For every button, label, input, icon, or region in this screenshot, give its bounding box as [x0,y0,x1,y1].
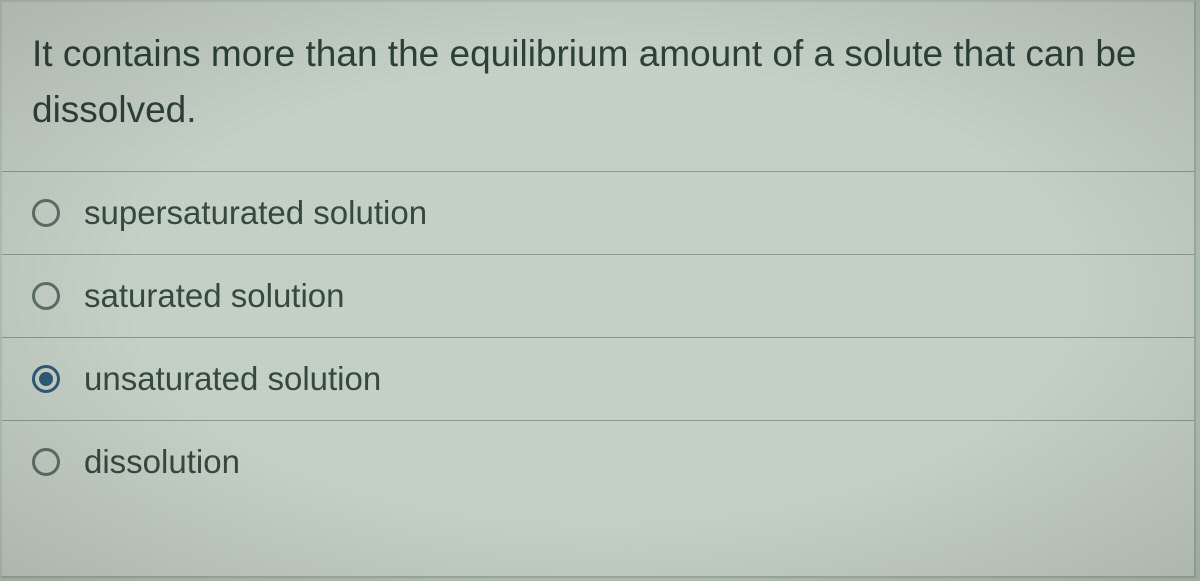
radio-icon[interactable] [32,448,60,476]
radio-icon[interactable] [32,365,60,393]
option-label: supersaturated solution [84,194,427,232]
option-dissolution[interactable]: dissolution [2,421,1194,503]
radio-icon[interactable] [32,199,60,227]
option-label: saturated solution [84,277,345,315]
option-supersaturated[interactable]: supersaturated solution [2,172,1194,255]
option-unsaturated[interactable]: unsaturated solution [2,338,1194,421]
option-label: dissolution [84,443,240,481]
option-label: unsaturated solution [84,360,381,398]
question-card: It contains more than the equilibrium am… [0,0,1196,578]
radio-icon[interactable] [32,282,60,310]
options-list: supersaturated solution saturated soluti… [2,171,1194,503]
question-text: It contains more than the equilibrium am… [2,2,1194,171]
option-saturated[interactable]: saturated solution [2,255,1194,338]
